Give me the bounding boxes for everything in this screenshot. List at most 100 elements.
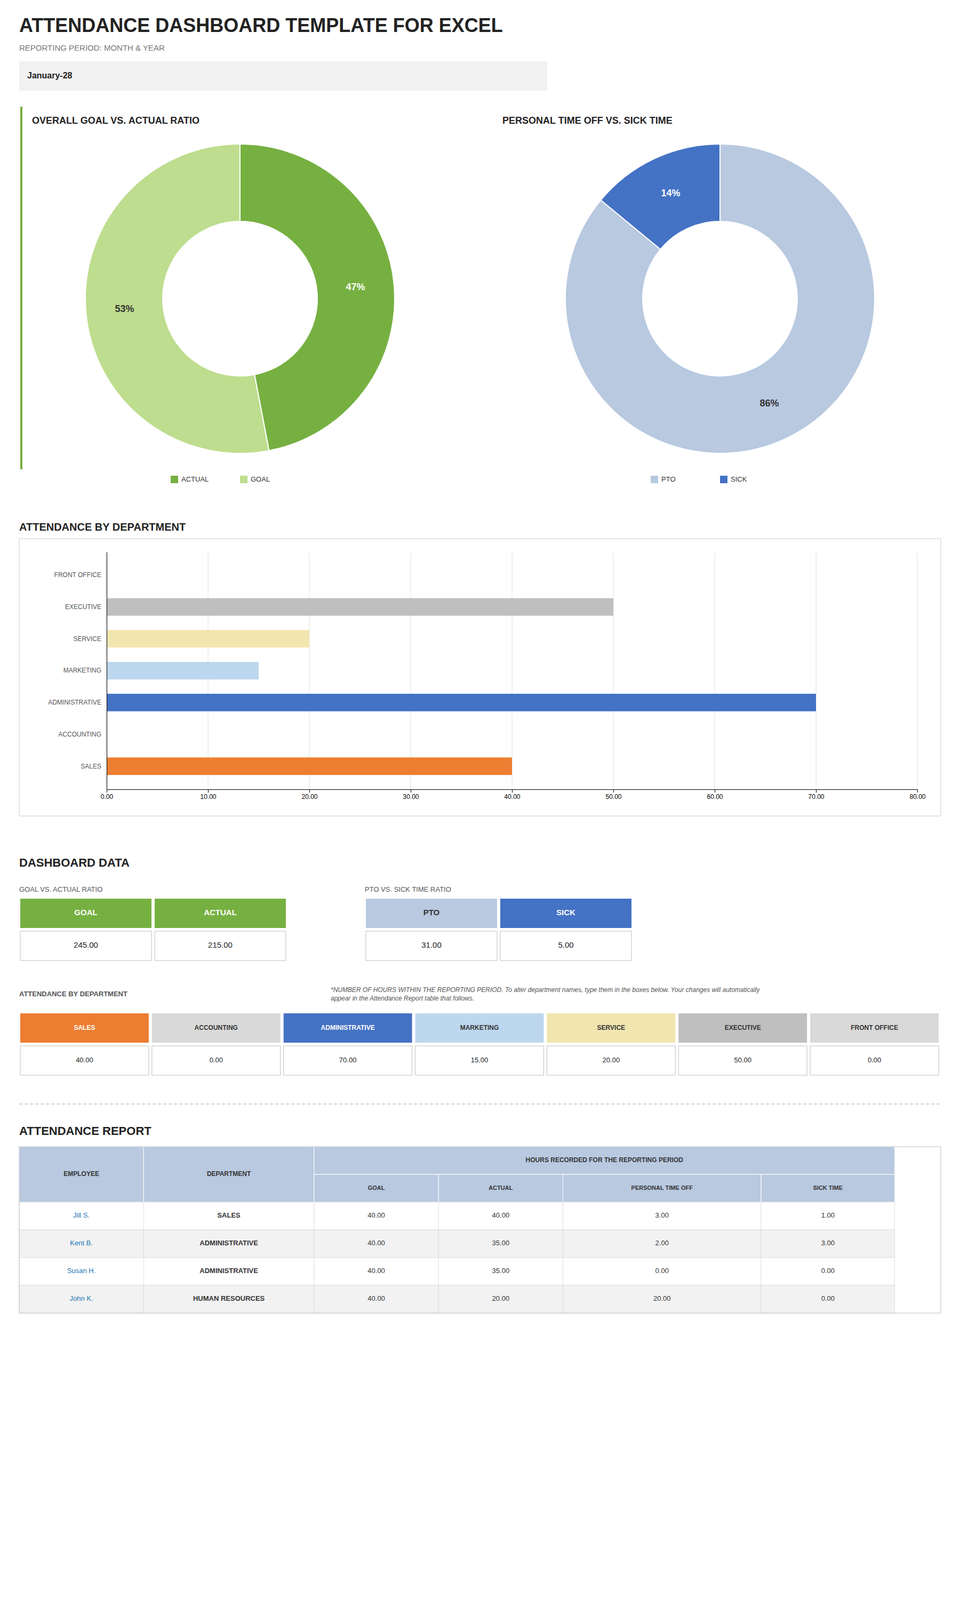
value-cell (810, 1045, 939, 1076)
header-label: SERVICE (597, 1024, 626, 1032)
cell-text: 2.00 (655, 1238, 669, 1247)
table-cell (438, 1257, 563, 1286)
donut-chart: OVERALL GOAL VS. ACTUAL RATIO47%53%ACTUA… (21, 106, 395, 484)
table-title: ATTENDANCE REPORT (19, 1124, 152, 1138)
tick-mark (410, 789, 412, 793)
legend: ACTUALGOAL (170, 475, 270, 484)
table-cell (438, 1202, 563, 1230)
grid-line (917, 552, 918, 790)
table-cell (761, 1257, 895, 1286)
tick-mark (106, 789, 108, 793)
cell-text: 40.00 (367, 1294, 386, 1303)
table-cell (19, 1229, 144, 1258)
value-label: 0.00 (209, 1056, 223, 1064)
bar (106, 693, 816, 712)
tick-label: 10.00 (200, 793, 216, 801)
table-title: PTO VS. SICK TIME RATIO (364, 885, 452, 894)
data-label: 86% (760, 397, 780, 409)
data-label: 14% (660, 187, 680, 199)
y-axis: FRONT OFFICEEXECUTIVESERVICEMARKETINGADM… (48, 552, 107, 790)
legend-item: PTO (650, 475, 676, 484)
legend: PTO SICK (650, 475, 748, 484)
table-title: GOAL VS. ACTUAL RATIO (19, 885, 103, 894)
dashboard: ATTENDANCE DASHBOARD TEMPLATE FOR EXCELR… (0, 0, 960, 1600)
value-cell (152, 1045, 281, 1076)
cell-text: 1.00 (821, 1211, 835, 1220)
value-label: 40.00 (75, 1056, 94, 1064)
tick-mark (714, 789, 716, 793)
table-cell (19, 1202, 144, 1230)
legend-label: PTO (661, 475, 676, 484)
grid-line (714, 552, 716, 790)
chart-title: PERSONAL TIME OFF VS. SICK TIME (502, 115, 673, 126)
header-label: PTO (423, 907, 440, 917)
header-cell (438, 1174, 563, 1203)
header-cell (152, 1013, 281, 1043)
legend-label: SICK (730, 475, 748, 484)
value-cell (546, 1045, 676, 1076)
value-label: 5.00 (557, 940, 574, 950)
x-tick: 50.00 (605, 789, 622, 801)
header-cell (678, 1013, 807, 1043)
slice (240, 144, 395, 451)
bar (106, 661, 259, 680)
tick-label: 50.00 (605, 793, 622, 801)
tick-mark (512, 789, 513, 793)
value-label: 245.00 (73, 940, 99, 950)
cell-text: 20.00 (653, 1294, 671, 1303)
header-cell (314, 1146, 895, 1175)
cell-text: 40.00 (492, 1211, 510, 1220)
legend-label: GOAL (250, 475, 270, 484)
grid-line (106, 552, 108, 790)
table-cell (314, 1202, 439, 1230)
cell-text: HUMAN RESOURCES (193, 1294, 266, 1303)
tick-mark (613, 789, 614, 793)
header-label: FRONT OFFICE (850, 1024, 899, 1032)
tick-label: MARKETING (63, 666, 102, 675)
y-tick: EXECUTIVE (65, 603, 107, 611)
tick-label: 80.00 (909, 793, 926, 801)
cell-text: 3.00 (655, 1211, 669, 1220)
period-box (19, 61, 548, 91)
bar (106, 757, 512, 775)
header-label: DEPARTMENT (206, 1170, 252, 1178)
bar (106, 629, 310, 648)
x-tick: 70.00 (808, 789, 824, 801)
bar-chart: ATTENDANCE BY DEPARTMENT0.0010.0020.0030… (19, 521, 941, 816)
legend-swatch (240, 475, 248, 484)
cell-text: ADMINISTRATIVE (199, 1238, 259, 1247)
tick-label: 0.00 (100, 793, 114, 801)
chart-title: OVERALL GOAL VS. ACTUAL RATIO (32, 115, 200, 126)
value-cell (20, 931, 152, 961)
value-label: 70.00 (339, 1056, 357, 1064)
tick-label: SALES (80, 762, 102, 771)
value-cell (678, 1045, 807, 1076)
cell-text: 0.00 (821, 1266, 835, 1275)
tick-label: 60.00 (706, 793, 723, 801)
header-cell (20, 1013, 149, 1043)
cell-text: Jill S. (73, 1211, 90, 1220)
donut-chart: PERSONAL TIME OFF VS. SICK TIME 86% 14% PTO… (502, 115, 875, 484)
table-title: ATTENDANCE BY DEPARTMENT (19, 989, 128, 998)
slices: 86% 14% (565, 144, 875, 454)
cell-text: 35.00 (492, 1266, 510, 1275)
x-tick: 20.00 (301, 789, 318, 801)
header-cell (283, 1013, 413, 1043)
tick-label: 40.00 (504, 793, 520, 801)
header-cell (810, 1013, 939, 1043)
table-cell (761, 1285, 895, 1314)
x-tick: 40.00 (504, 789, 520, 801)
value-label: 0.00 (867, 1056, 882, 1064)
cell-text: 40.00 (367, 1266, 386, 1275)
header-cell (563, 1174, 762, 1203)
section-title: DASHBOARD DATA (19, 856, 130, 870)
x-tick: 80.00 (909, 789, 926, 801)
box-accent (20, 106, 23, 470)
header-label: ACCOUNTING (194, 1024, 238, 1032)
cell-text: 0.00 (655, 1266, 669, 1275)
value-cell (365, 931, 498, 961)
table-cell (438, 1229, 563, 1258)
x-tick: 30.00 (402, 789, 419, 801)
header-label: GOAL (368, 1184, 386, 1191)
header-label: ACTUAL (488, 1184, 513, 1191)
